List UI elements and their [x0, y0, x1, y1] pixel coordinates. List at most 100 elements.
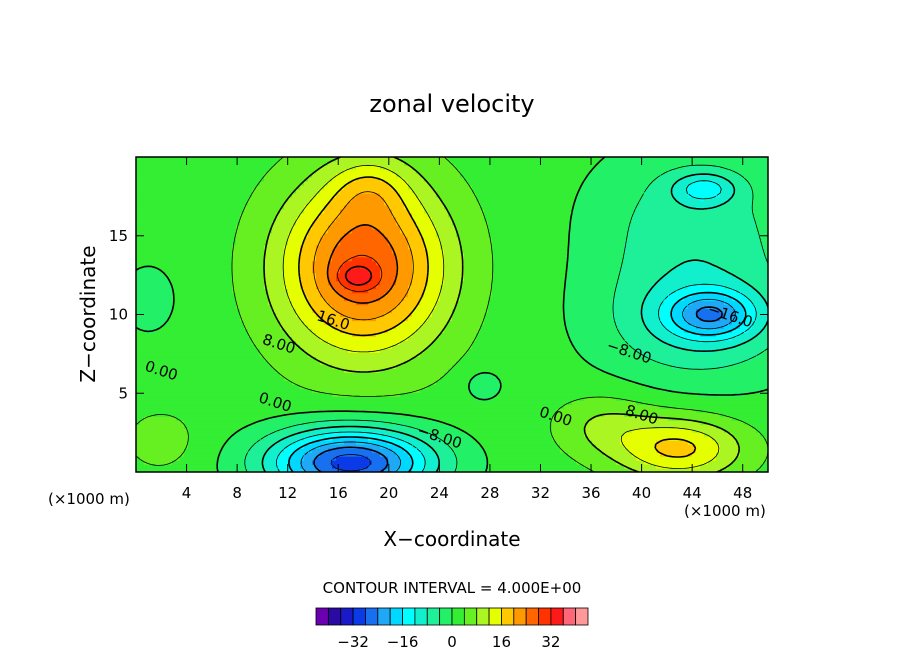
- field-cell: [180, 464, 185, 469]
- field-cell: [764, 356, 768, 361]
- field-cell: [324, 392, 329, 397]
- field-cell: [500, 468, 505, 472]
- field-cell: [328, 396, 333, 401]
- field-cell: [144, 400, 149, 405]
- field-cell: [424, 364, 429, 369]
- field-cell: [628, 356, 633, 361]
- field-cell: [496, 360, 501, 365]
- field-cell: [300, 468, 305, 472]
- field-cell: [660, 412, 665, 417]
- field-cell: [232, 388, 237, 393]
- field-cell: [248, 388, 253, 393]
- field-cell: [404, 408, 409, 413]
- field-cell: [500, 348, 505, 353]
- field-cell: [232, 392, 237, 397]
- field-cell: [732, 376, 737, 381]
- field-cell: [432, 428, 437, 433]
- field-cell: [236, 356, 241, 361]
- field-cell: [624, 436, 629, 441]
- field-cell: [748, 452, 753, 457]
- field-cell: [480, 432, 485, 437]
- field-cell: [452, 416, 457, 421]
- field-cell: [376, 440, 381, 445]
- field-cell: [184, 456, 189, 461]
- field-cell: [720, 352, 725, 357]
- field-cell: [680, 452, 685, 457]
- field-cell: [176, 436, 181, 441]
- field-cell: [608, 388, 613, 393]
- field-cell: [680, 348, 685, 353]
- field-cell: [684, 400, 689, 405]
- field-cell: [360, 396, 365, 401]
- field-cell: [160, 360, 165, 365]
- field-cell: [688, 416, 693, 421]
- field-cell: [700, 376, 705, 381]
- field-cell: [384, 404, 389, 409]
- field-cell: [424, 464, 429, 469]
- field-cell: [280, 452, 285, 457]
- field-cell: [368, 372, 373, 377]
- field-cell: [324, 384, 329, 389]
- field-cell: [560, 432, 565, 437]
- field-cell: [504, 428, 509, 433]
- field-cell: [640, 444, 645, 449]
- field-cell: [764, 416, 768, 421]
- field-cell: [612, 348, 617, 353]
- field-cell: [380, 432, 385, 437]
- field-cell: [516, 464, 521, 469]
- field-cell: [484, 372, 489, 377]
- field-cell: [384, 352, 389, 357]
- field-cell: [364, 408, 369, 413]
- field-cell: [240, 356, 245, 361]
- field-cell: [520, 416, 525, 421]
- field-cell: [340, 344, 345, 349]
- field-cell: [268, 456, 273, 461]
- field-cell: [448, 420, 453, 425]
- field-cell: [408, 448, 413, 453]
- field-cell: [672, 456, 677, 461]
- field-cell: [324, 348, 329, 353]
- field-cell: [716, 412, 721, 417]
- field-cell: [232, 452, 237, 457]
- field-cell: [504, 448, 509, 453]
- field-cell: [312, 364, 317, 369]
- field-cell: [356, 412, 361, 417]
- field-cell: [360, 352, 365, 357]
- field-cell: [272, 364, 277, 369]
- field-cell: [428, 372, 433, 377]
- field-cell: [612, 436, 617, 441]
- field-cell: [160, 408, 165, 413]
- field-cell: [700, 424, 705, 429]
- field-cell: [324, 440, 329, 445]
- field-cell: [632, 396, 637, 401]
- field-cell: [308, 456, 313, 461]
- field-cell: [240, 380, 245, 385]
- field-cell: [560, 368, 565, 373]
- field-cell: [280, 364, 285, 369]
- field-cell: [292, 344, 297, 349]
- field-cell: [372, 408, 377, 413]
- field-cell: [268, 372, 273, 377]
- field-cell: [164, 428, 169, 433]
- field-cell: [368, 368, 373, 373]
- field-cell: [748, 380, 753, 385]
- field-cell: [436, 380, 441, 385]
- field-cell: [756, 376, 761, 381]
- field-cell: [680, 380, 685, 385]
- field-cell: [416, 420, 421, 425]
- field-cell: [764, 412, 768, 417]
- field-cell: [676, 404, 681, 409]
- field-cell: [480, 376, 485, 381]
- field-cell: [560, 416, 565, 421]
- field-cell: [704, 468, 709, 472]
- field-cell: [588, 352, 593, 357]
- field-cell: [472, 392, 477, 397]
- field-cell: [488, 408, 493, 413]
- field-cell: [264, 376, 269, 381]
- field-cell: [520, 364, 525, 369]
- field-cell: [452, 384, 457, 389]
- field-cell: [544, 376, 549, 381]
- field-cell: [364, 404, 369, 409]
- field-cell: [432, 444, 437, 449]
- field-cell: [560, 364, 565, 369]
